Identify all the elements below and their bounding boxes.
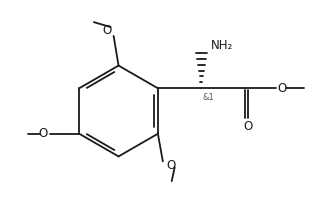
Text: NH₂: NH₂ bbox=[211, 39, 234, 52]
Text: O: O bbox=[243, 120, 252, 133]
Text: &1: &1 bbox=[202, 93, 214, 102]
Text: O: O bbox=[166, 159, 175, 172]
Text: O: O bbox=[278, 82, 287, 95]
Text: O: O bbox=[102, 24, 111, 37]
Text: O: O bbox=[38, 127, 47, 140]
